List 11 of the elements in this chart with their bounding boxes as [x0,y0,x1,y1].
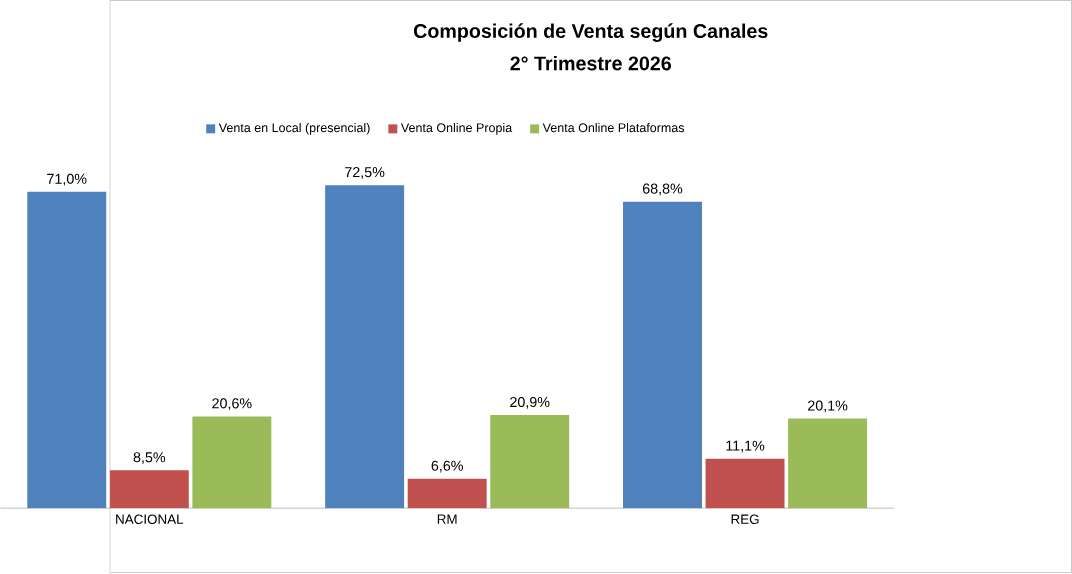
bar [705,459,785,509]
bar [192,416,272,509]
bar [109,470,189,509]
bar [27,192,107,509]
bar [407,479,487,509]
bar [325,185,405,509]
bar [623,202,702,509]
chart-subtitle: 2° Trimestre 2026 [510,56,671,71]
chart-title: Composición de Venta según Canales [413,23,768,43]
bar [788,419,868,509]
bar [490,415,570,509]
